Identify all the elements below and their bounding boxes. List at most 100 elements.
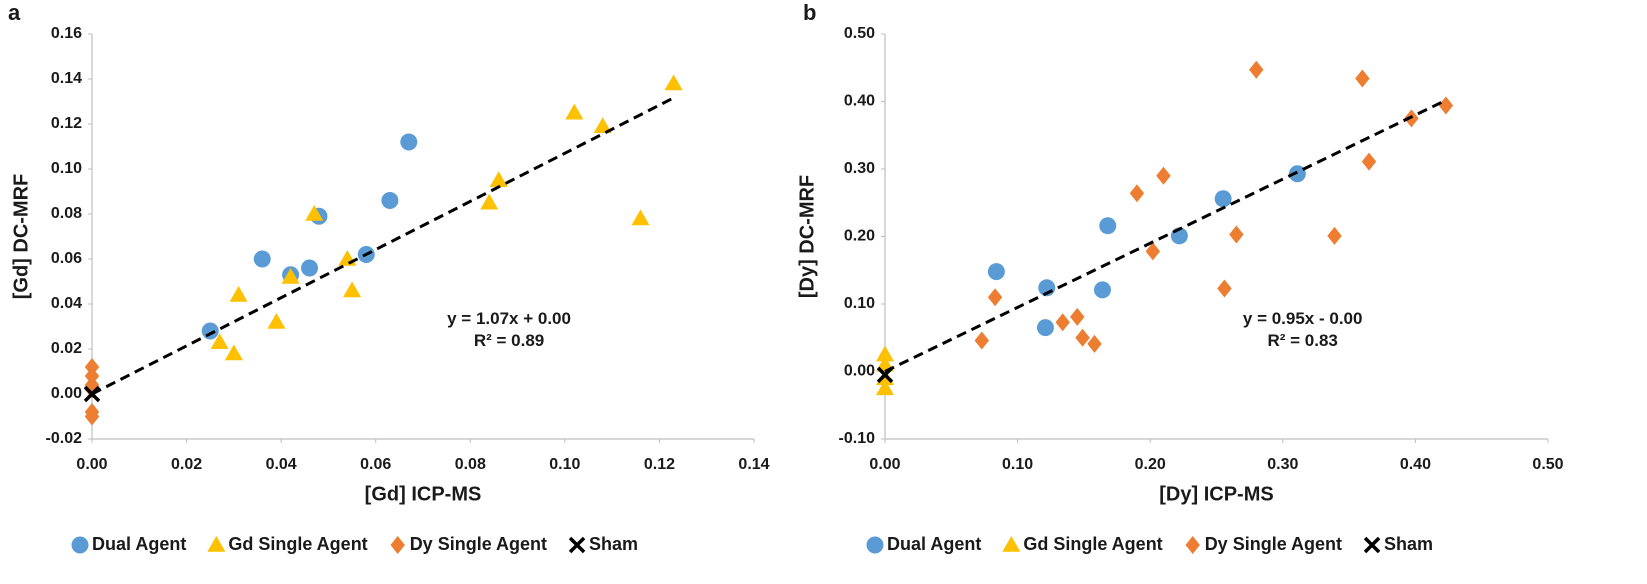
x-tick-label: 0.20 bbox=[1135, 456, 1166, 473]
x-tick-label: 0.04 bbox=[266, 456, 297, 473]
data-point bbox=[1327, 226, 1342, 245]
data-point bbox=[1070, 307, 1085, 326]
data-point bbox=[210, 333, 229, 349]
legend-marker bbox=[390, 536, 405, 554]
equation-annotation: y = 0.95x - 0.00 bbox=[1243, 309, 1363, 328]
legend-marker bbox=[207, 536, 226, 552]
data-point bbox=[631, 209, 650, 226]
y-tick-label: 0.20 bbox=[844, 228, 875, 245]
y-axis-label: [Gd] DC-MRF bbox=[10, 174, 32, 300]
x-tick-label: 0.14 bbox=[738, 456, 769, 473]
data-point bbox=[565, 103, 584, 120]
legend-label: Dual Agent bbox=[92, 534, 186, 554]
y-axis-label: [Dy] DC-MRF bbox=[796, 175, 818, 298]
data-point bbox=[593, 117, 612, 133]
y-tick-label: 0.02 bbox=[51, 340, 82, 357]
data-point bbox=[1229, 225, 1244, 244]
legend-marker bbox=[568, 536, 586, 554]
trendline bbox=[884, 98, 1447, 373]
data-point bbox=[267, 313, 286, 329]
y-tick-label: 0.10 bbox=[51, 160, 82, 177]
equation-annotation: R² = 0.89 bbox=[474, 331, 544, 350]
x-axis-label: [Dy] ICP-MS bbox=[1159, 483, 1273, 505]
legend-marker bbox=[1185, 536, 1200, 554]
data-point bbox=[201, 322, 219, 340]
data-point bbox=[343, 281, 362, 298]
data-point bbox=[1355, 69, 1370, 88]
data-point bbox=[1099, 217, 1117, 235]
legend-marker bbox=[1363, 536, 1381, 554]
panel-label: a bbox=[8, 0, 21, 25]
legend-marker bbox=[866, 536, 884, 554]
data-point bbox=[229, 286, 248, 302]
data-point bbox=[1055, 313, 1070, 332]
data-point bbox=[1217, 279, 1232, 298]
x-tick-label: 0.02 bbox=[171, 456, 202, 473]
legend-label: Gd Single Agent bbox=[228, 534, 367, 554]
data-point bbox=[1129, 184, 1145, 203]
x-tick-label: 0.50 bbox=[1532, 456, 1563, 473]
y-tick-label: 0.50 bbox=[844, 25, 875, 42]
y-tick-label: 0.16 bbox=[51, 25, 82, 42]
x-tick-label: 0.06 bbox=[360, 456, 391, 473]
x-tick-label: 0.10 bbox=[1002, 456, 1033, 473]
data-point bbox=[84, 407, 100, 426]
y-tick-label: 0.04 bbox=[51, 295, 82, 312]
x-tick-label: 0.08 bbox=[455, 456, 486, 473]
y-tick-label: 0.00 bbox=[51, 385, 82, 402]
legend-marker bbox=[71, 536, 89, 554]
data-point bbox=[381, 192, 399, 209]
legend-label: Gd Single Agent bbox=[1023, 534, 1162, 554]
y-tick-label: -0.02 bbox=[46, 430, 83, 447]
x-tick-label: 0.00 bbox=[76, 456, 107, 473]
x-tick-label: 0.10 bbox=[549, 456, 580, 473]
data-point bbox=[987, 263, 1005, 281]
data-point bbox=[664, 74, 683, 91]
y-tick-label: 0.00 bbox=[844, 363, 875, 380]
y-tick-label: 0.14 bbox=[51, 70, 82, 87]
y-tick-label: 0.10 bbox=[844, 295, 875, 312]
data-point bbox=[1156, 166, 1171, 185]
y-tick-label: -0.10 bbox=[839, 430, 876, 447]
legend-label: Dy Single Agent bbox=[1205, 534, 1342, 554]
data-point bbox=[84, 380, 100, 399]
legend-label: Sham bbox=[1384, 534, 1433, 554]
equation-annotation: R² = 0.83 bbox=[1267, 331, 1337, 350]
y-tick-label: 0.06 bbox=[51, 250, 82, 267]
legend-label: Dual Agent bbox=[887, 534, 981, 554]
x-axis-label: [Gd] ICP-MS bbox=[365, 483, 482, 505]
legend-label: Sham bbox=[589, 534, 638, 554]
data-point bbox=[987, 288, 1003, 307]
data-point bbox=[253, 250, 271, 268]
y-tick-label: 0.40 bbox=[844, 93, 875, 110]
data-point bbox=[1075, 328, 1090, 347]
data-point bbox=[876, 379, 894, 396]
data-point bbox=[1087, 334, 1102, 353]
data-point bbox=[1438, 96, 1454, 115]
data-point bbox=[305, 205, 324, 221]
panel-label: b bbox=[803, 0, 816, 25]
data-point bbox=[400, 133, 418, 151]
data-point bbox=[480, 193, 499, 210]
data-point bbox=[489, 171, 508, 187]
data-point bbox=[876, 345, 894, 362]
legend-marker bbox=[1002, 536, 1021, 552]
data-point bbox=[876, 355, 894, 372]
legend-label: Dy Single Agent bbox=[410, 534, 547, 554]
data-point bbox=[224, 344, 243, 361]
data-point bbox=[1093, 281, 1111, 299]
y-tick-label: 0.12 bbox=[51, 115, 82, 132]
x-tick-label: 0.00 bbox=[869, 456, 900, 473]
y-tick-label: 0.08 bbox=[51, 205, 82, 222]
data-point bbox=[301, 259, 319, 277]
equation-annotation: y = 1.07x + 0.00 bbox=[447, 309, 571, 328]
data-point bbox=[1145, 242, 1161, 261]
x-tick-label: 0.30 bbox=[1267, 456, 1298, 473]
data-point bbox=[338, 250, 357, 266]
x-tick-label: 0.40 bbox=[1400, 456, 1431, 473]
data-point bbox=[1361, 152, 1377, 171]
y-tick-label: 0.30 bbox=[844, 160, 875, 177]
data-point bbox=[1036, 319, 1054, 337]
data-point bbox=[1249, 60, 1264, 79]
